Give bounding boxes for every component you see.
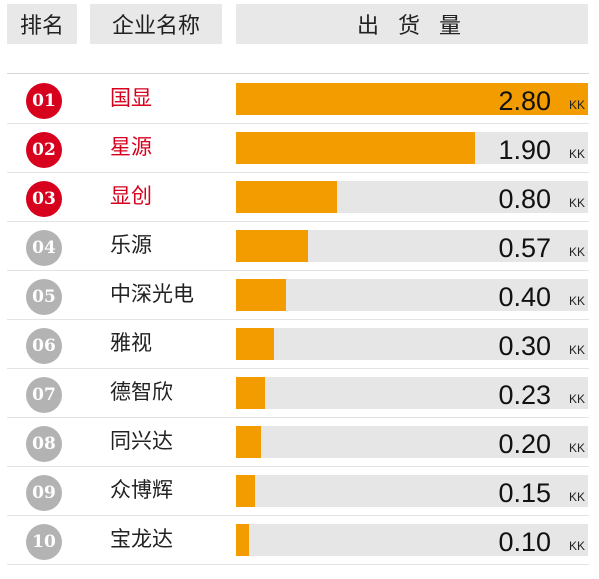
value-label: 0.80 — [498, 184, 551, 214]
bar-fill — [236, 132, 475, 164]
company-name: 显创 — [110, 184, 152, 208]
rank-badge: 03 — [26, 181, 62, 217]
chart-row: 07 德智欣 0.23 KK — [0, 369, 599, 418]
company-name: 德智欣 — [110, 380, 173, 404]
rank-badge: 01 — [26, 83, 62, 119]
row-divider — [7, 123, 589, 124]
bar-track — [236, 524, 588, 556]
bar-fill — [236, 181, 337, 213]
rank-badge: 09 — [26, 475, 62, 511]
rank-badge: 05 — [26, 279, 62, 315]
row-divider — [7, 270, 589, 271]
unit-label: KK — [568, 343, 585, 357]
chart-row: 02 星源 1.90 KK — [0, 124, 599, 173]
unit-label: KK — [568, 392, 585, 406]
value-label: 0.40 — [498, 282, 551, 312]
value-label: 2.80 — [498, 86, 551, 116]
company-name: 众博辉 — [110, 478, 173, 502]
unit-label: KK — [568, 490, 585, 504]
bar-fill — [236, 426, 262, 458]
company-name: 宝龙达 — [110, 527, 173, 551]
row-divider — [7, 515, 589, 516]
chart-row: 01 国显 2.80 KK — [0, 75, 599, 124]
bar-fill — [236, 279, 287, 311]
unit-label: KK — [568, 196, 585, 210]
unit-label: KK — [568, 147, 585, 161]
unit-label: KK — [568, 539, 585, 553]
bar-fill — [236, 475, 255, 507]
chart-row: 04 乐源 0.57 KK — [0, 222, 599, 271]
bar-track — [236, 475, 588, 507]
bar-track — [236, 181, 588, 213]
value-label: 0.10 — [498, 527, 551, 557]
company-name: 国显 — [110, 86, 152, 110]
bar-fill — [236, 524, 249, 556]
row-divider — [7, 417, 589, 418]
unit-label: KK — [568, 294, 585, 308]
rank-badge: 02 — [26, 132, 62, 168]
chart-row: 08 同兴达 0.20 KK — [0, 418, 599, 467]
row-divider — [7, 564, 589, 565]
rank-badge: 06 — [26, 328, 62, 364]
bar-fill — [236, 83, 588, 115]
header-company-name: 企业名称 — [90, 4, 222, 44]
bar-track — [236, 230, 588, 262]
header-shipment: 出 货 量 — [236, 4, 588, 44]
rank-badge: 10 — [26, 524, 62, 560]
bar-track — [236, 426, 588, 458]
bar-track — [236, 279, 588, 311]
row-divider — [7, 172, 589, 173]
chart-row: 03 显创 0.80 KK — [0, 173, 599, 222]
chart-row: 10 宝龙达 0.10 KK — [0, 516, 599, 565]
chart-row: 06 雅视 0.30 KK — [0, 320, 599, 369]
bar-track — [236, 328, 588, 360]
bar-track — [236, 83, 588, 115]
row-divider — [7, 319, 589, 320]
rank-badge: 07 — [26, 377, 62, 413]
row-divider — [7, 466, 589, 467]
value-label: 0.57 — [498, 233, 551, 263]
bar-fill — [236, 230, 308, 262]
chart-row: 05 中深光电 0.40 KK — [0, 271, 599, 320]
unit-label: KK — [568, 245, 585, 259]
bar-track — [236, 377, 588, 409]
value-label: 0.30 — [498, 331, 551, 361]
rank-badge: 04 — [26, 230, 62, 266]
value-label: 0.20 — [498, 429, 551, 459]
row-divider — [7, 221, 589, 222]
company-name: 同兴达 — [110, 429, 173, 453]
value-label: 0.15 — [498, 478, 551, 508]
company-name: 中深光电 — [110, 282, 194, 306]
unit-label: KK — [568, 98, 585, 112]
unit-label: KK — [568, 441, 585, 455]
value-label: 1.90 — [498, 135, 551, 165]
company-name: 乐源 — [110, 233, 152, 257]
header-rank: 排名 — [7, 4, 77, 44]
chart-row: 09 众博辉 0.15 KK — [0, 467, 599, 516]
company-name: 雅视 — [110, 331, 152, 355]
rank-badge: 08 — [26, 426, 62, 462]
bar-track — [236, 132, 588, 164]
company-name: 星源 — [110, 135, 152, 159]
value-label: 0.23 — [498, 380, 551, 410]
bar-fill — [236, 377, 265, 409]
bar-fill — [236, 328, 274, 360]
row-divider — [7, 368, 589, 369]
header-divider — [7, 73, 589, 74]
